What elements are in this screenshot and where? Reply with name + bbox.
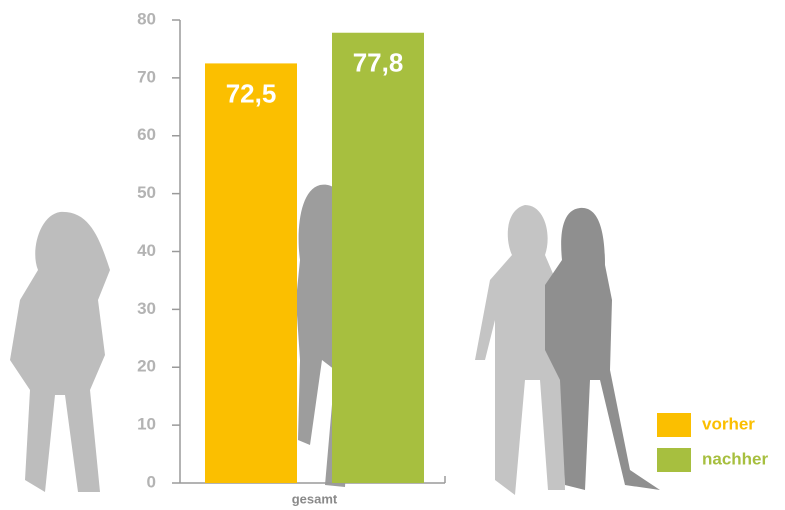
value-label: 72,5 xyxy=(226,78,277,108)
bar xyxy=(205,63,297,483)
bar xyxy=(332,32,424,484)
silhouette xyxy=(10,211,110,492)
legend-swatch xyxy=(657,448,691,472)
y-tick-label: 30 xyxy=(137,299,156,318)
value-label: 77,8 xyxy=(353,48,404,78)
y-tick-label: 80 xyxy=(137,9,156,28)
silhouette xyxy=(475,205,565,495)
legend-label: vorher xyxy=(702,414,755,433)
silhouette xyxy=(545,207,660,490)
y-tick-label: 50 xyxy=(137,183,156,202)
y-tick-label: 70 xyxy=(137,67,156,86)
y-tick-label: 40 xyxy=(137,241,156,260)
x-tick-label: gesamt xyxy=(292,491,338,506)
y-tick-label: 10 xyxy=(137,415,156,434)
y-tick-label: 0 xyxy=(147,472,156,491)
legend-label: nachher xyxy=(702,449,769,468)
y-tick-label: 60 xyxy=(137,125,156,144)
legend-swatch xyxy=(657,413,691,437)
y-tick-label: 20 xyxy=(137,357,156,376)
